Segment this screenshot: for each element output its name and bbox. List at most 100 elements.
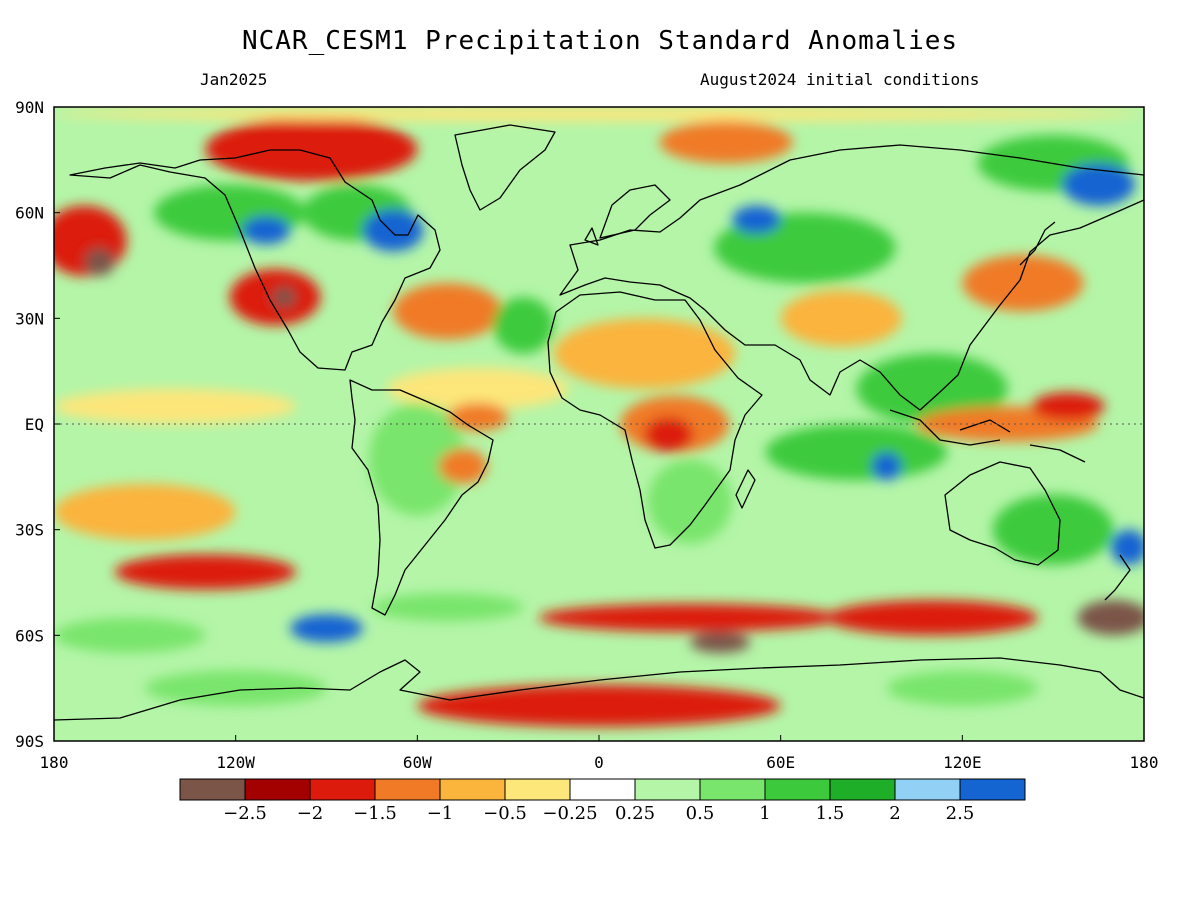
coast-africa [547, 291, 763, 549]
colorbar-swatch [179, 778, 246, 801]
anomaly-region [780, 290, 902, 347]
anomaly-region [826, 600, 1039, 636]
anomaly-region [393, 283, 503, 340]
colorbar-label: −1.5 [353, 803, 397, 824]
coast-british-isles [584, 227, 599, 246]
colorbar-swatch [764, 778, 831, 801]
coast-north-america [69, 149, 441, 371]
lon-label: 120W [216, 753, 255, 772]
initial-conditions-label: August2024 initial conditions [700, 70, 980, 89]
colorbar-swatch [374, 778, 441, 801]
coast-eurasia [559, 144, 1144, 411]
anomaly-region [114, 554, 297, 590]
map-title: NCAR_CESM1 Precipitation Standard Anomal… [241, 26, 959, 56]
coast-indonesia [889, 409, 1086, 463]
anomaly-region [144, 670, 327, 706]
coastlines [54, 124, 1144, 721]
anomaly-region [54, 483, 236, 541]
colorbar-label: 1.5 [816, 803, 845, 824]
lat-label: 60S [15, 626, 44, 645]
anomaly-region [659, 121, 793, 164]
anomaly-region [362, 209, 424, 252]
anomaly-region [1031, 392, 1105, 421]
anomaly-region [290, 614, 363, 643]
anomaly-region [387, 367, 569, 410]
lon-label: 60E [766, 753, 795, 772]
coast-south-america [349, 379, 494, 616]
coast-australia [944, 461, 1061, 566]
coast-antarctica [54, 657, 1144, 721]
lon-label: 180 [1130, 753, 1159, 772]
colorbar-swatch [699, 778, 766, 801]
anomaly-region [732, 205, 781, 234]
lat-label: EQ [25, 415, 44, 434]
anomaly-region [1077, 600, 1144, 636]
coast-scandinavia [599, 184, 671, 239]
colorbar-label: 2.5 [946, 803, 975, 824]
anomaly-region [856, 353, 1008, 424]
anomaly-region [205, 117, 418, 181]
anomaly-region [417, 684, 781, 727]
coast-japan [1019, 221, 1056, 266]
anomaly-region [538, 603, 842, 632]
colorbar-swatch [439, 778, 506, 801]
valid-month-label: Jan2025 [200, 70, 268, 89]
colorbar-swatch [829, 778, 896, 801]
colorbar-swatch [244, 778, 311, 801]
colorbar: −2.5 −2 −1.5 −1 −0.5 −0.25 0.25 0.5 1 1.5 2 2.5 [179, 778, 1026, 824]
lat-label: 30N [15, 309, 44, 328]
colorbar-label: −1 [427, 803, 454, 824]
anomaly-region [54, 388, 297, 424]
anomaly-region [886, 670, 1039, 706]
anomaly-region [1062, 163, 1135, 206]
colorbar-swatch [959, 778, 1026, 801]
latitude-labels: 90N 60N 30N EQ 30S 60S 90S [15, 98, 60, 751]
anomaly-region [765, 424, 948, 481]
anomaly-region [84, 247, 115, 277]
anomaly-region [272, 286, 297, 308]
anomaly-region [689, 631, 751, 653]
lon-label: 0 [594, 753, 604, 772]
anomaly-region [438, 448, 487, 484]
field-regions [54, 107, 1144, 727]
anomaly-region [992, 494, 1114, 565]
anomaly-region [493, 297, 554, 354]
anomaly-region [644, 416, 693, 453]
anomaly-region [962, 254, 1084, 312]
anomaly-region [1110, 529, 1144, 565]
colorbar-label: 0.25 [615, 803, 655, 824]
lat-label: 90S [15, 732, 44, 751]
anomaly-region [54, 617, 206, 653]
anomaly-region [241, 216, 291, 245]
colorbar-label: 0.5 [686, 803, 715, 824]
colorbar-label: −0.25 [542, 803, 597, 824]
colorbar-swatch [894, 778, 961, 801]
anomaly-region [368, 402, 466, 516]
lon-label: 60W [403, 753, 432, 772]
anomaly-region [371, 593, 524, 622]
colorbar-swatch [309, 778, 376, 801]
anomaly-region [54, 107, 1144, 122]
coast-greenland [454, 124, 556, 211]
anomaly-region [871, 452, 902, 481]
plot-area [54, 107, 1144, 741]
anomaly-region [647, 459, 733, 544]
colorbar-label: −0.5 [483, 803, 527, 824]
longitude-labels: 180 120W 60W 0 60E 120E 180 [40, 735, 1159, 772]
anomaly-region [553, 318, 736, 389]
colorbar-swatch [504, 778, 571, 801]
lat-label: 90N [15, 98, 44, 117]
lat-label: 60N [15, 204, 44, 223]
colorbar-label: −2.5 [223, 803, 267, 824]
coast-new-zealand [1104, 554, 1131, 601]
colorbar-label: 2 [889, 803, 900, 824]
lon-label: 120E [943, 753, 982, 772]
lon-label: 180 [40, 753, 69, 772]
coast-madagascar [735, 469, 756, 509]
colorbar-swatch [634, 778, 701, 801]
colorbar-swatch [569, 778, 636, 801]
colorbar-label: −2 [297, 803, 324, 824]
anomaly-fields [54, 107, 1144, 741]
lat-label: 30S [15, 521, 44, 540]
